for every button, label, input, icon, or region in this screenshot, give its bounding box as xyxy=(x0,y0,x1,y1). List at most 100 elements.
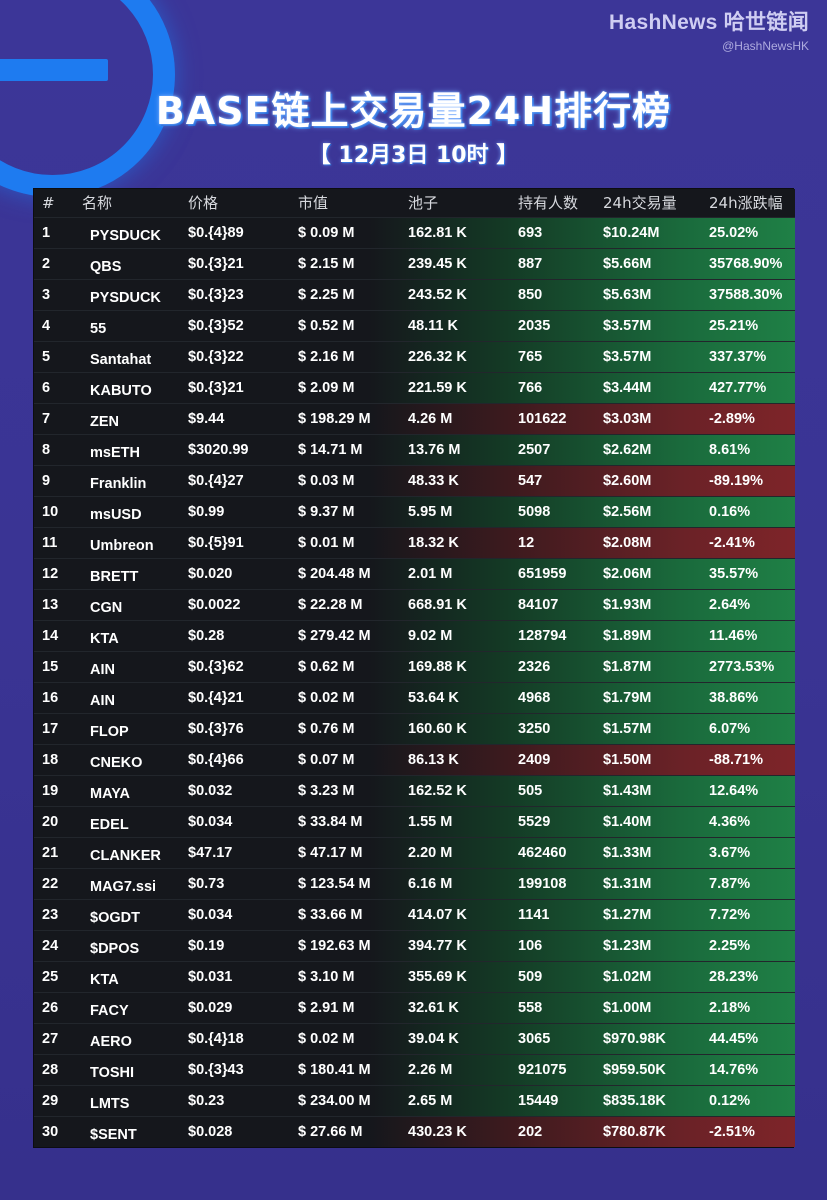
market-cap-cell: $ 2.91 M xyxy=(298,1000,355,1016)
table-row: 15 AIN $0.{3}62 $ 0.62 M 169.88 K 2326 $1.87M 2… xyxy=(34,651,795,682)
name-cell: PYSDUCK xyxy=(90,290,161,306)
page-title: BASE链上交易量24H排行榜 xyxy=(155,89,672,133)
pool-cell: 86.13 K xyxy=(408,752,459,768)
volume-cell: $3.44M xyxy=(603,380,652,396)
name-cell: $DPOS xyxy=(90,941,140,957)
pool-cell: 226.32 K xyxy=(408,349,467,365)
holders-cell: 921075 xyxy=(518,1062,567,1078)
table-row: 1 PYSDUCK $0.{4}89 $ 0.09 M 162.81 K 693 $10.2… xyxy=(34,217,795,248)
table-row: 8 msETH $3020.99 $ 14.71 M 13.76 M 2507 $2.62M… xyxy=(34,434,795,465)
holders-cell: 693 xyxy=(518,225,543,241)
name-cell: msETH xyxy=(90,445,140,461)
price-cell: $0.034 xyxy=(188,907,233,923)
price-cell: $0.{4}21 xyxy=(188,690,244,706)
volume-cell: $1.27M xyxy=(603,907,652,923)
change-cell: 11.46% xyxy=(709,628,758,644)
holders-cell: 765 xyxy=(518,349,543,365)
pool-cell: 239.45 K xyxy=(408,256,467,272)
holders-cell: 12 xyxy=(518,535,535,551)
holders-cell: 2326 xyxy=(518,659,551,675)
table-row: 18 CNEKO $0.{4}66 $ 0.07 M 86.13 K 2409 $1.50M… xyxy=(34,744,795,775)
holders-cell: 199108 xyxy=(518,876,567,892)
rank-cell: 14 xyxy=(42,628,59,644)
price-cell: $0.032 xyxy=(188,783,233,799)
market-cap-cell: $ 22.28 M xyxy=(298,597,363,613)
change-cell: 37588.30% xyxy=(709,287,783,303)
market-cap-cell: $ 3.23 M xyxy=(298,783,355,799)
rank-cell: 29 xyxy=(42,1093,59,1109)
name-cell: MAG7.ssi xyxy=(90,879,157,895)
volume-cell: $1.79M xyxy=(603,690,652,706)
pool-cell: 221.59 K xyxy=(408,380,467,396)
price-cell: $0.0022 xyxy=(188,597,241,613)
market-cap-cell: $ 0.02 M xyxy=(298,1031,355,1047)
name-cell: LMTS xyxy=(90,1096,130,1112)
volume-cell: $1.87M xyxy=(603,659,652,675)
rank-cell: 27 xyxy=(42,1031,59,1047)
header-holders: 持有人数 xyxy=(518,194,579,212)
pool-cell: 2.01 M xyxy=(408,566,453,582)
table-row: 9 Franklin $0.{4}27 $ 0.03 M 48.33 K 547 $2.60… xyxy=(34,465,795,496)
market-cap-cell: $ 33.84 M xyxy=(298,814,363,830)
rank-cell: 30 xyxy=(42,1124,59,1140)
pool-cell: 355.69 K xyxy=(408,969,467,985)
holders-cell: 558 xyxy=(518,1000,543,1016)
change-cell: 38.86% xyxy=(709,690,759,706)
market-cap-cell: $ 2.09 M xyxy=(298,380,355,396)
rank-cell: 4 xyxy=(42,318,51,334)
holders-cell: 5529 xyxy=(518,814,551,830)
market-cap-cell: $ 2.16 M xyxy=(298,349,355,365)
volume-cell: $1.57M xyxy=(603,721,652,737)
volume-cell: $2.62M xyxy=(603,442,652,458)
name-cell: AIN xyxy=(90,693,115,709)
table-row: 7 ZEN $9.44 $ 198.29 M 4.26 M 101622 $3.03M -2.… xyxy=(34,403,795,434)
name-cell: AIN xyxy=(90,662,115,678)
change-cell: -88.71% xyxy=(709,752,764,768)
volume-cell: $1.02M xyxy=(603,969,652,985)
change-cell: 8.61% xyxy=(709,442,751,458)
rank-cell: 6 xyxy=(42,380,51,396)
change-cell: -2.41% xyxy=(709,535,755,551)
change-cell: 3.67% xyxy=(709,845,751,861)
change-cell: 44.45% xyxy=(709,1031,759,1047)
volume-cell: $835.18K xyxy=(603,1093,666,1109)
market-cap-cell: $ 47.17 M xyxy=(298,845,363,861)
pool-cell: 13.76 M xyxy=(408,442,461,458)
price-cell: $0.{4}89 xyxy=(188,225,244,241)
price-cell: $0.{3}21 xyxy=(188,256,244,272)
table-row: 20 EDEL $0.034 $ 33.84 M 1.55 M 5529 $1.40M 4.3… xyxy=(34,806,795,837)
volume-cell: $1.89M xyxy=(603,628,652,644)
pool-cell: 5.95 M xyxy=(408,504,453,520)
pool-cell: 2.20 M xyxy=(408,845,453,861)
table-row: 6 KABUTO $0.{3}21 $ 2.09 M 221.59 K 766 $3.44M… xyxy=(34,372,795,403)
change-cell: 12.64% xyxy=(709,783,759,799)
rank-cell: 12 xyxy=(42,566,59,582)
change-cell: 35.57% xyxy=(709,566,759,582)
table-row: 14 KTA $0.28 $ 279.42 M 9.02 M 128794 $1.89M 11… xyxy=(34,620,795,651)
price-cell: $0.{4}18 xyxy=(188,1031,244,1047)
table-row: 4 55 $0.{3}52 $ 0.52 M 48.11 K 2035 $3.57M 25.2… xyxy=(34,310,795,341)
market-cap-cell: $ 0.76 M xyxy=(298,721,355,737)
rank-cell: 22 xyxy=(42,876,59,892)
table-row: 27 AERO $0.{4}18 $ 0.02 M 39.04 K 3065 $970.98… xyxy=(34,1023,795,1054)
name-cell: $SENT xyxy=(90,1127,137,1143)
holders-cell: 202 xyxy=(518,1124,543,1140)
price-cell: $0.28 xyxy=(188,628,225,644)
change-cell: 35768.90% xyxy=(709,256,783,272)
brand-handle: @HashNewsHK xyxy=(722,39,809,53)
market-cap-cell: $ 2.25 M xyxy=(298,287,355,303)
volume-cell: $1.33M xyxy=(603,845,652,861)
market-cap-cell: $ 9.37 M xyxy=(298,504,355,520)
price-cell: $0.73 xyxy=(188,876,225,892)
volume-cell: $780.87K xyxy=(603,1124,666,1140)
pool-cell: 430.23 K xyxy=(408,1124,467,1140)
table-row: 16 AIN $0.{4}21 $ 0.02 M 53.64 K 4968 $1.79M 38… xyxy=(34,682,795,713)
header-pool: 池子 xyxy=(408,194,439,212)
brand-name: HashNews 哈世链闻 xyxy=(609,11,809,34)
pool-cell: 32.61 K xyxy=(408,1000,459,1016)
holders-cell: 128794 xyxy=(518,628,567,644)
change-cell: 2.18% xyxy=(709,1000,751,1016)
change-cell: 7.72% xyxy=(709,907,751,923)
rank-cell: 26 xyxy=(42,1000,59,1016)
